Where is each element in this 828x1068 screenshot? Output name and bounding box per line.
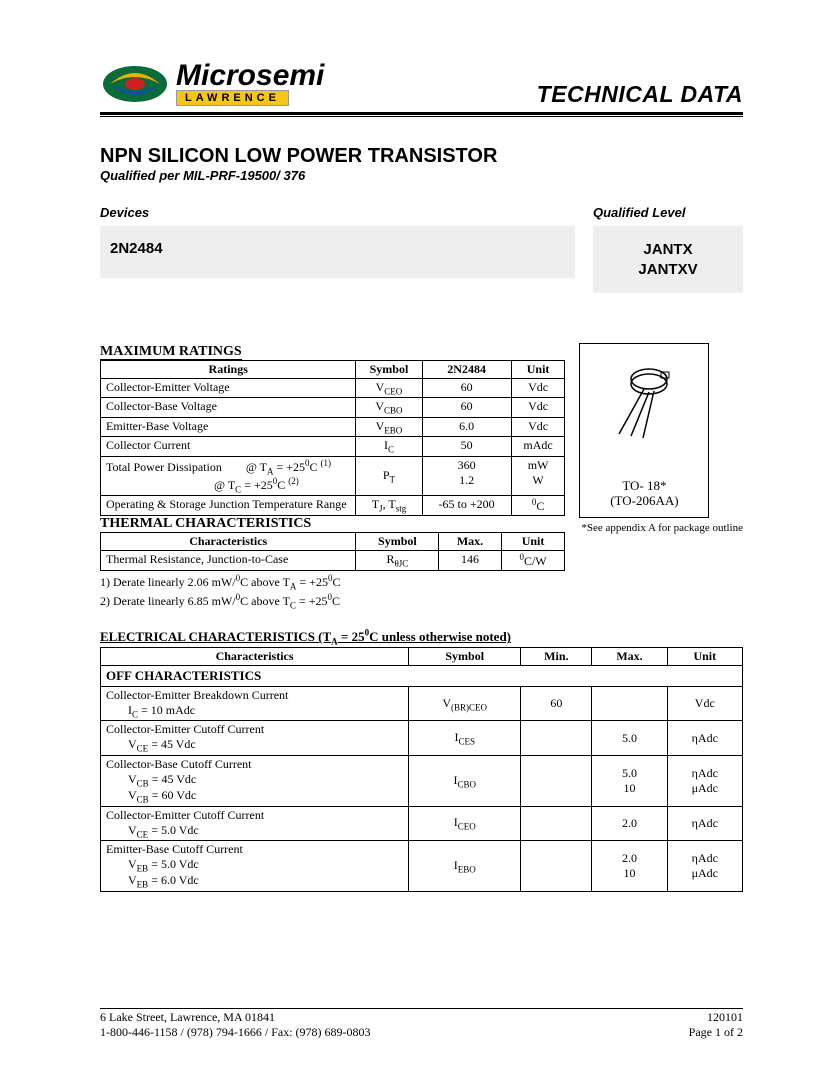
sub-brand: LAWRENCE bbox=[176, 90, 289, 106]
package-column: TO- 18* (TO-206AA) *See appendix A for p… bbox=[579, 343, 743, 534]
brand-name: Microsemi bbox=[176, 62, 324, 89]
thermal-table: CharacteristicsSymbolMax.UnitThermal Res… bbox=[100, 532, 565, 571]
electrical-table: CharacteristicsSymbolMin.Max.UnitOFF CHA… bbox=[100, 647, 743, 892]
header-rule-thin bbox=[100, 116, 743, 117]
qualified-label: Qualified Level bbox=[593, 205, 743, 220]
derate-notes: 1) Derate linearly 2.06 mW/0C above TA =… bbox=[100, 573, 565, 610]
ratings-table: RatingsSymbol2N2484UnitCollector-Emitter… bbox=[100, 360, 565, 516]
device-name: 2N2484 bbox=[100, 226, 575, 278]
logo-swirl-icon bbox=[100, 60, 170, 108]
device-row: Devices 2N2484 Qualified Level JANTX JAN… bbox=[100, 205, 743, 293]
devices-column: Devices 2N2484 bbox=[100, 205, 575, 293]
footer-page: Page 1 of 2 bbox=[689, 1025, 743, 1040]
package-label: TO- 18* (TO-206AA) bbox=[580, 478, 708, 509]
max-ratings-title: MAXIMUM RATINGS bbox=[100, 344, 242, 360]
electrical-title: ELECTRICAL CHARACTERISTICS (TA = 250C un… bbox=[100, 628, 743, 647]
package-note: *See appendix A for package outline bbox=[579, 522, 743, 534]
footer-line-1: 6 Lake Street, Lawrence, MA 01841 120101 bbox=[100, 1008, 743, 1025]
package-name-2: (TO-206AA) bbox=[610, 493, 678, 508]
thermal-title: THERMAL CHARACTERISTICS bbox=[100, 516, 565, 532]
qualified-column: Qualified Level JANTX JANTXV bbox=[593, 205, 743, 293]
footer: 6 Lake Street, Lawrence, MA 01841 120101… bbox=[100, 1008, 743, 1040]
page-subtitle: Qualified per MIL-PRF-19500/ 376 bbox=[100, 168, 743, 183]
logo-block: Microsemi LAWRENCE bbox=[100, 60, 324, 108]
footer-line-2: 1-800-446-1158 / (978) 794-1666 / Fax: (… bbox=[100, 1025, 743, 1040]
technical-data-label: TECHNICAL DATA bbox=[537, 81, 743, 108]
footer-phone: 1-800-446-1158 / (978) 794-1666 / Fax: (… bbox=[100, 1025, 371, 1040]
package-name-1: TO- 18* bbox=[622, 478, 666, 493]
package-icon bbox=[599, 354, 689, 444]
qualified-levels: JANTX JANTXV bbox=[593, 226, 743, 293]
header: Microsemi LAWRENCE TECHNICAL DATA bbox=[100, 60, 743, 108]
footer-date: 120101 bbox=[707, 1010, 743, 1025]
ratings-section: MAXIMUM RATINGS RatingsSymbol2N2484UnitC… bbox=[100, 343, 743, 610]
page-title: NPN SILICON LOW POWER TRANSISTOR bbox=[100, 145, 743, 168]
package-box: TO- 18* (TO-206AA) bbox=[579, 343, 709, 518]
header-rule-thick bbox=[100, 112, 743, 115]
logo-text: Microsemi LAWRENCE bbox=[176, 62, 324, 106]
footer-address: 6 Lake Street, Lawrence, MA 01841 bbox=[100, 1010, 275, 1025]
ratings-left: MAXIMUM RATINGS RatingsSymbol2N2484UnitC… bbox=[100, 343, 565, 610]
devices-label: Devices bbox=[100, 205, 575, 220]
